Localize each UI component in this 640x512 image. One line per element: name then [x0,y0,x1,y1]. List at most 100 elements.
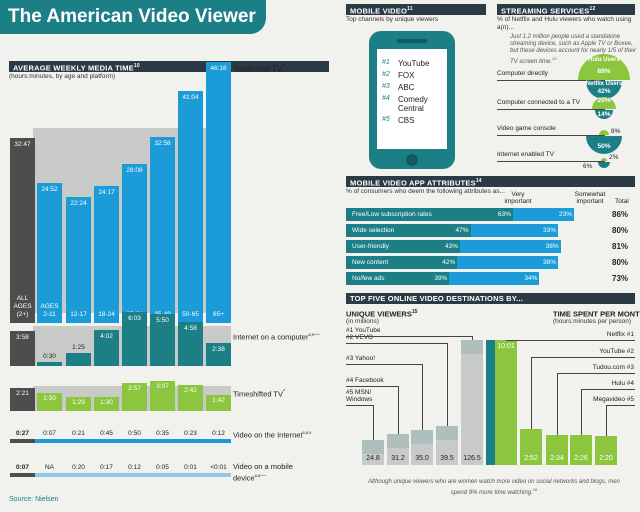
age-category-label: 12-17 [70,311,87,318]
age-category-label: 50-65 [182,311,199,318]
unique-tick [472,336,473,340]
time-category: Hulu #4 [611,380,634,387]
timeshift-value-label: 2:21 [16,390,29,398]
attr-somewhat-bar [449,272,540,285]
unique-viewers-title: UNIQUE VIEWERS15 [346,309,417,319]
row-value-label: 0:07 [43,430,56,437]
unique-category: #2 VEVO [346,334,374,341]
streaming-row-line [497,135,605,136]
unique-leader [346,364,422,365]
netflix-legend: Netflix Users [585,81,623,87]
timeshift-value-label: 2:42 [184,387,197,395]
phone-home-button [406,154,418,166]
timeshift-bar [178,385,203,411]
streaming-subtitle: % of Netflix and Hulu viewers who watch … [497,16,632,31]
tv-series-label: Traditional TV^ [233,64,285,74]
tv-value-label: 32:58 [154,140,171,148]
source-note: Source: Nielsen [9,496,59,503]
unique-value: 31.2 [391,455,405,462]
video-internet-label-note: 6,8,9 [302,430,312,435]
internet-value-label: 0:30 [43,352,56,360]
streaming-row-label: Computer connected to a TV [497,99,580,106]
attr-somewhat-value: 33% [542,227,556,234]
channel-rank: #1 [382,59,390,66]
unique-leader [346,386,398,387]
attr-total-value: 80% [612,226,629,235]
hulu-value: 89% [597,68,611,75]
video-mobile-label-text: Video on a mobile device [233,462,293,483]
unique-leader [346,336,472,337]
timeshift-value-label: 1:50 [43,395,56,403]
row-value-label: 0:05 [156,464,169,471]
netflix-value: 50% [597,143,611,150]
unique-tick [422,364,423,431]
attr-very-value: 39% [434,275,448,282]
hulu-value: 20% [597,97,611,104]
time-value: 2:34 [550,455,564,462]
time-bar [495,340,517,465]
channel-name: ABC [398,83,415,92]
destinations-header: TOP FIVE ONLINE VIDEO DESTINATIONS BY... [346,293,635,304]
timeshift-value-label: 1:29 [72,398,85,406]
row-value-label: 0:17 [100,464,113,471]
tv-bar [178,91,203,323]
tv-label-note: ^ [282,64,285,70]
tv-value-label: 46:16 [210,65,227,72]
time-category: Tudou.com #3 [592,364,634,371]
hulu-half-circle [601,158,607,161]
age-category-label: AGES [40,303,59,310]
time-bar [570,434,592,465]
tv-value-label: 22:24 [70,199,87,207]
video-internet-label-text: Video on the Internet [233,430,303,440]
internet-value-label: 6:03 [128,315,141,322]
time-value: 2:52 [524,455,538,462]
attr-label: New content [352,259,389,266]
hulu-value: 2% [609,154,619,161]
time-title-text: TIME SPENT PER MONTH [553,309,640,319]
tv-bar [37,182,62,323]
attributes-header-note: 14 [475,178,482,184]
attr-label: No/few ads [352,275,385,282]
internet-value-label: 5:50 [156,316,169,324]
unique-tick [447,343,448,426]
video-mobile-label: Video on a mobile device6,8^^^ [233,462,313,483]
time-bar [595,435,617,465]
time-leader [581,389,635,390]
row-value-label: 0:12 [212,430,225,437]
netflix-half-circle [598,162,610,168]
timeshift-bar [150,381,175,411]
internet-value-label: 4:58 [184,324,197,332]
row-value-label: 0:35 [156,430,169,437]
attr-somewhat-bar [457,256,558,269]
netflix-half-circle [586,81,622,99]
time-leader [506,340,635,341]
time-leader [557,373,635,374]
row-value-label: NA [44,464,55,471]
netflix-half-circle [586,136,622,154]
internet-bar [37,361,62,366]
destinations-footnote: Although unique viewers who are women wa… [360,479,628,497]
time-bar [520,429,542,465]
streaming-header: STREAMING SERVICES12 [497,4,635,16]
unique-bar [411,430,433,465]
tv-bar [94,186,119,323]
internet-label-note: 8,9^^^ [308,332,320,337]
row-value-label: 0:23 [184,430,197,437]
attr-total-value: 86% [612,210,629,219]
internet-bar [178,321,203,366]
time-tick [606,405,607,436]
unique-bar [436,425,458,465]
row-value-label: 0:01 [184,464,197,471]
unique-bar-top [411,430,433,445]
video-internet-label: Video on the Internet6,8,9 [233,428,313,440]
hulu-value: 8% [611,128,621,135]
netflix-half-circle [595,110,613,119]
unique-bar [387,434,409,465]
time-leader [531,357,635,358]
tv-bar [66,196,91,323]
unique-leader [346,343,447,344]
destinations-footnote-ref: 16 [532,487,538,492]
unique-tick [373,405,374,441]
streaming-row-line [497,109,605,110]
weekly-header-text: AVERAGE WEEKLY MEDIA TIME [13,63,134,73]
